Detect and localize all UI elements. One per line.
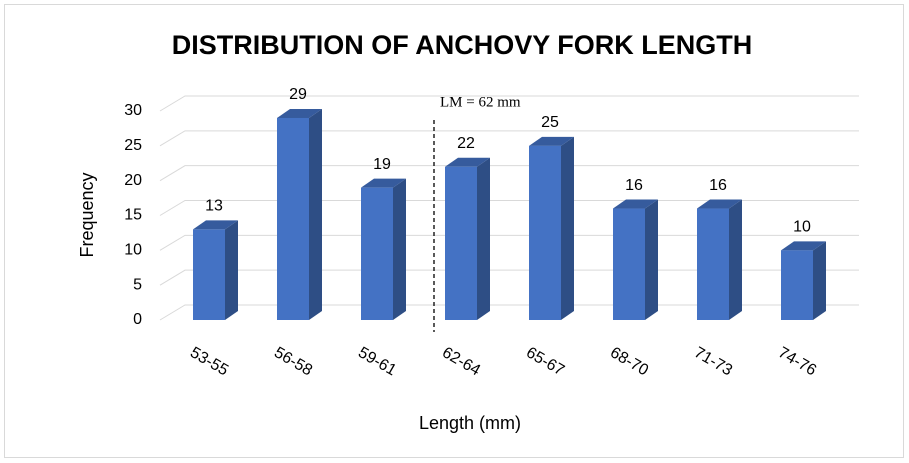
bar-front — [445, 166, 477, 320]
bar-front — [613, 208, 645, 320]
bar-top — [613, 199, 658, 209]
bar-side — [645, 199, 658, 320]
bar-top — [781, 241, 826, 251]
bar-top — [697, 199, 742, 209]
data-label: 29 — [289, 86, 307, 103]
grid-line — [159, 95, 859, 112]
y-tick-label: 20 — [124, 172, 142, 189]
y-axis-title: Frequency — [77, 172, 97, 257]
bar — [697, 199, 742, 320]
y-tick-label: 5 — [133, 276, 142, 293]
data-label: 19 — [373, 156, 391, 173]
y-tick-label: 25 — [124, 137, 142, 154]
bar-top — [445, 157, 490, 167]
bar-top — [277, 108, 322, 118]
bar — [361, 178, 406, 320]
bar-front — [277, 117, 309, 320]
x-axis-title: Length (mm) — [419, 413, 521, 433]
bar-front — [193, 229, 225, 320]
bar — [529, 136, 574, 320]
bar — [613, 199, 658, 320]
bar-side — [561, 136, 574, 320]
grid-line — [159, 130, 859, 147]
bar-side — [477, 157, 490, 320]
bar — [781, 241, 826, 320]
y-tick-label: 30 — [124, 102, 142, 119]
data-label: 16 — [625, 177, 643, 194]
bar-side — [813, 241, 826, 320]
chart-title: DISTRIBUTION OF ANCHOVY FORK LENGTH — [172, 30, 753, 60]
bar-front — [781, 250, 813, 320]
data-label: 10 — [793, 219, 811, 236]
bar-side — [393, 178, 406, 320]
bar-side — [309, 108, 322, 320]
y-tick-label: 15 — [124, 207, 142, 224]
bar-front — [529, 145, 561, 320]
annotation: LM = 62 mm — [440, 94, 521, 110]
bar-side — [729, 199, 742, 320]
y-tick-label: 0 — [133, 311, 142, 328]
data-label: 25 — [541, 114, 559, 131]
data-label: 22 — [457, 135, 475, 152]
bar-top — [529, 136, 574, 146]
bar-top — [361, 178, 406, 188]
y-tick-label: 10 — [124, 242, 142, 259]
bar-top — [193, 220, 238, 230]
bar-front — [697, 208, 729, 320]
grid-line — [159, 165, 859, 182]
bar — [193, 220, 238, 320]
bar — [277, 108, 322, 320]
bar-side — [225, 220, 238, 320]
bar — [445, 157, 490, 320]
data-label: 13 — [205, 198, 223, 215]
bar-front — [361, 187, 393, 320]
data-label: 16 — [709, 177, 727, 194]
